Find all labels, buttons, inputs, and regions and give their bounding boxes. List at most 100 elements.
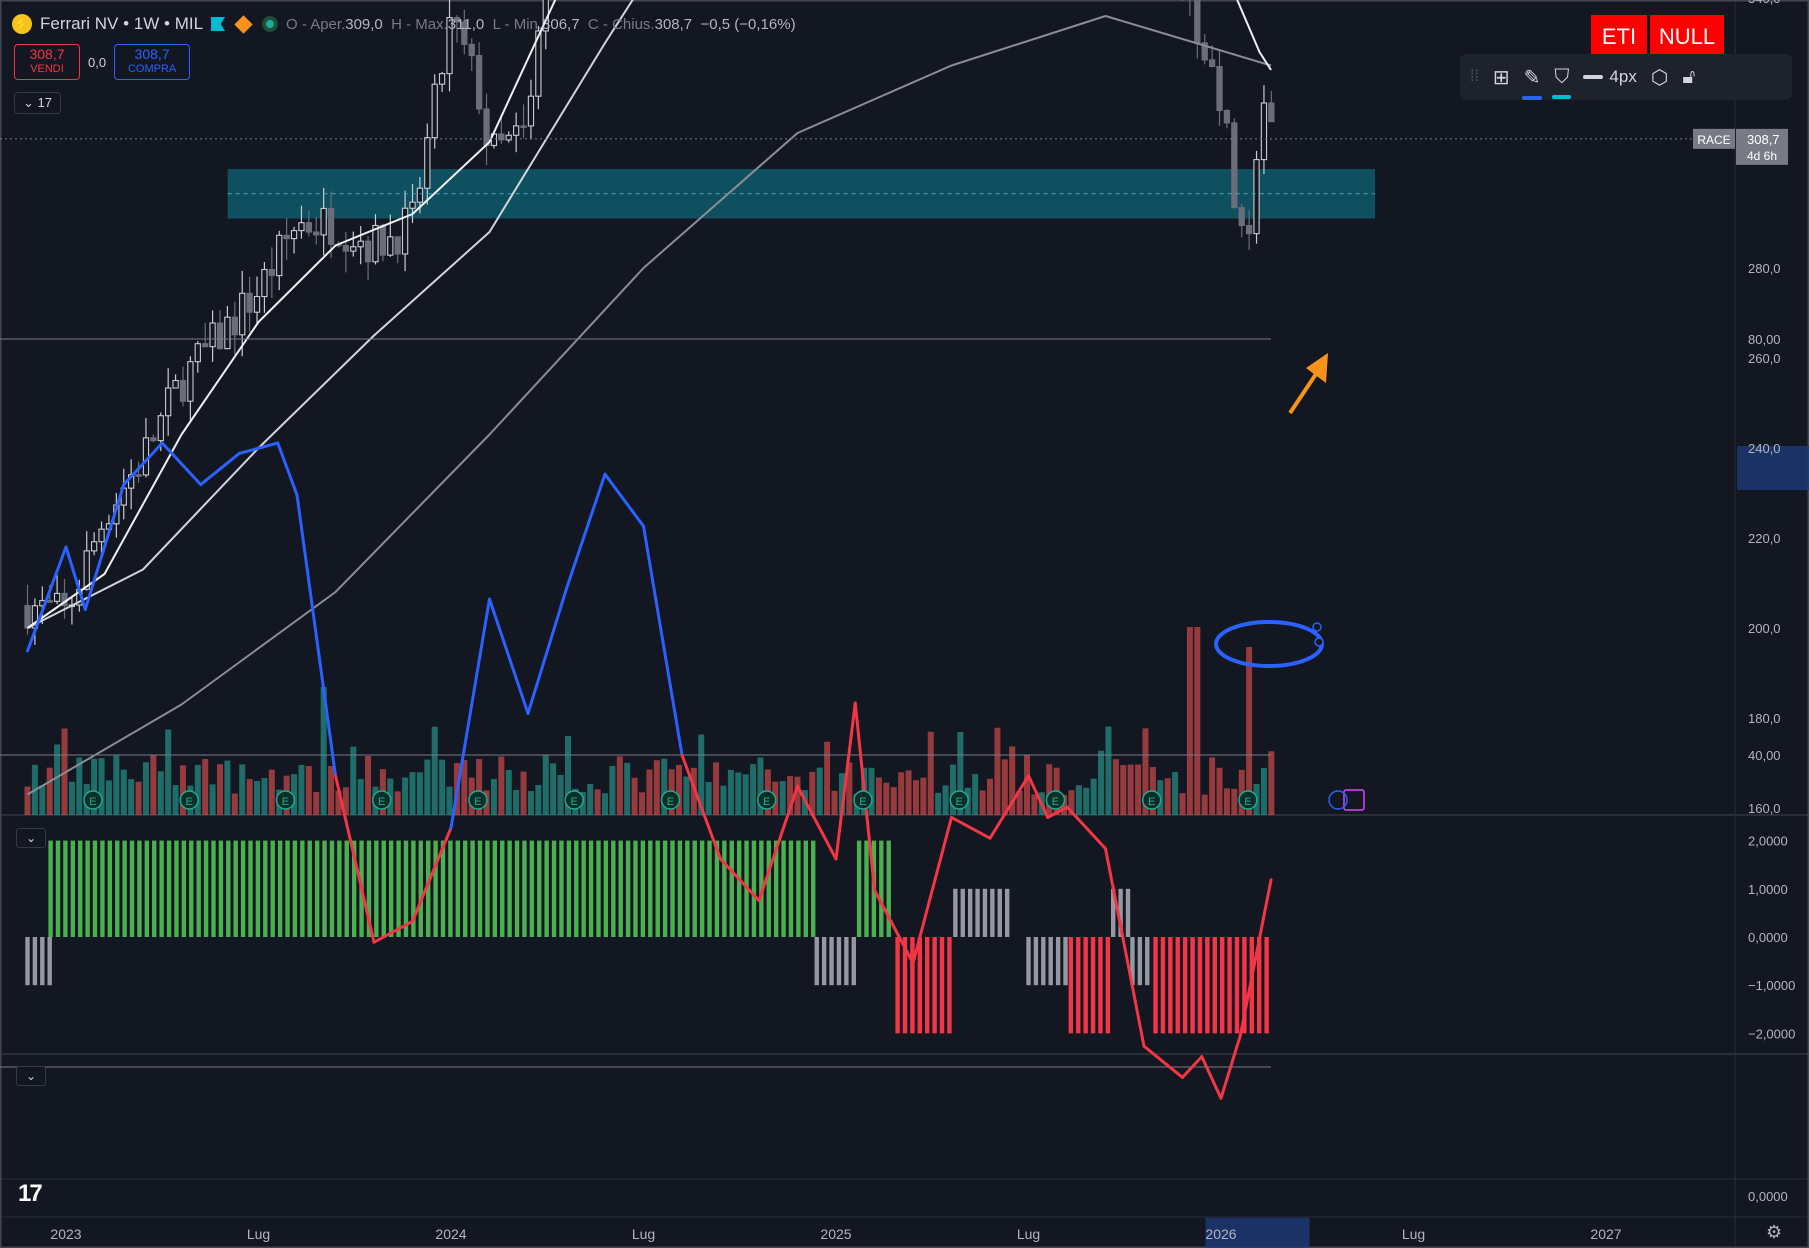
add-object-icon[interactable]: ⊞ (1492, 66, 1510, 89)
price-candle (1253, 159, 1260, 235)
pencil-icon[interactable]: ✎ (1521, 66, 1543, 100)
ma-slow-line (26, 15, 1272, 796)
oscillator-bar (640, 840, 646, 937)
volume-bar (912, 780, 919, 815)
oscillator-bar (47, 937, 52, 986)
oscillator-bar (902, 937, 908, 1034)
volume-bar (639, 792, 646, 815)
price-candle (1231, 122, 1238, 209)
rsi-segment (834, 701, 857, 861)
volume-bar (1061, 794, 1068, 815)
diamond-icon[interactable] (234, 14, 253, 34)
oscillator-bar (85, 840, 90, 937)
volume-bar (698, 734, 705, 815)
price-axis-label: 260,0 (1748, 351, 1781, 366)
volume-bar (1068, 790, 1075, 815)
earnings-marker-icon (853, 790, 873, 810)
earnings-marker-letter: E (667, 796, 674, 808)
price-candle (290, 230, 298, 240)
fill-bucket-icon[interactable]: ⛉ (1552, 65, 1572, 99)
oscillator-bar (1111, 888, 1116, 937)
price-candle (246, 292, 253, 313)
oscillator-bar (522, 840, 527, 937)
dividend-marker-icon (1328, 790, 1348, 810)
oscillator-bar (939, 937, 945, 1034)
oscillator-bar (70, 840, 76, 937)
sell-button[interactable]: 308,7 VENDI (14, 44, 80, 80)
oscillator-bar (1257, 937, 1262, 1034)
volume-bar (461, 760, 468, 815)
volume-bar (794, 776, 801, 815)
price-candle (527, 95, 535, 127)
rsi-segment (1238, 878, 1273, 1038)
volume-bar (1179, 793, 1186, 815)
oscillator-bar (388, 840, 394, 937)
time-axis-label: 2026 (1205, 1226, 1236, 1242)
oscillator-bar (685, 840, 690, 937)
price-candle (498, 133, 505, 141)
line-width-button[interactable]: 4px (1583, 67, 1637, 87)
legend-header: ⚡ Ferrari NV • 1W • MIL O - Aper.309,0 H… (12, 12, 796, 36)
rsi-segment (488, 597, 530, 715)
oscillator-bar (1137, 937, 1143, 986)
rsi-segment (1200, 1055, 1223, 1100)
volume-bar (594, 789, 601, 815)
buy-button[interactable]: 308,7 COMPRA (114, 44, 191, 80)
ferrari-logo-icon: ⚡ (12, 14, 32, 34)
lock-icon[interactable]: 🔓︎ (1682, 65, 1696, 88)
oscillator-collapse-button[interactable]: ⌄ (16, 828, 46, 848)
oscillator-bar (337, 840, 342, 937)
volume-bar (1090, 778, 1097, 815)
volume-bar (157, 771, 164, 815)
time-axis-label: Lug (247, 1226, 270, 1242)
oscillator-bar (1168, 937, 1173, 1034)
volume-bar (1231, 788, 1238, 815)
volume-bar (727, 769, 734, 815)
symbol-title[interactable]: Ferrari NV • 1W • MIL (40, 14, 204, 33)
settings-hexagon-icon[interactable]: ⬡ (1650, 66, 1669, 89)
price-axis-label: 180,0 (1748, 711, 1781, 726)
volume-bar (1164, 778, 1171, 815)
volume-bar (1046, 764, 1053, 815)
orange-arrow-line (1288, 366, 1322, 415)
indicators-toggle[interactable]: ⌄ 17 (14, 92, 61, 114)
volume-bar (816, 767, 823, 815)
tradingview-logo-icon[interactable]: 17 (18, 1180, 43, 1207)
drag-handle-icon[interactable]: ⁞⁞ (1470, 68, 1479, 85)
volume-bar (735, 772, 742, 815)
volume-bar (1238, 769, 1245, 815)
price-candle (520, 125, 527, 128)
volume-bar (1098, 750, 1105, 815)
oscillator-bar (603, 840, 609, 937)
oscillator-bar (975, 888, 980, 937)
rsi-segment (1219, 1034, 1242, 1100)
price-candle (394, 236, 401, 255)
gear-icon[interactable]: ⚙ (1766, 1222, 1783, 1242)
rsi-axis-label: 40,00 (1748, 748, 1781, 763)
oscillator-bar (470, 840, 475, 937)
oscillator-bar (692, 840, 697, 937)
price-candle (387, 236, 394, 256)
volume-bar (1246, 647, 1253, 815)
volume-bar (1135, 764, 1142, 815)
oscillator-bar (1234, 937, 1240, 1034)
oscillator-bar (40, 937, 45, 986)
volume-bar (883, 782, 890, 815)
rsi-collapse-button[interactable]: ⌄ (16, 1066, 46, 1086)
rsi-segment (911, 815, 953, 965)
oscillator-bar (803, 840, 808, 937)
volume-bar (128, 779, 135, 815)
oscillator-bar (1083, 937, 1088, 1034)
flag-icon[interactable] (211, 17, 226, 31)
oscillator-bar (1026, 937, 1031, 986)
earnings-marker-letter: E (474, 796, 481, 808)
market-status-icon[interactable] (262, 16, 279, 32)
ellipse-handle (1314, 637, 1324, 647)
oscillator-bar (618, 840, 623, 937)
trade-panel: 308,7 VENDI 0,0 308,7 COMPRA (14, 44, 191, 80)
volume-bar (202, 758, 209, 815)
oscillator-axis-label: 1,0000 (1748, 882, 1788, 897)
oscillator-bar (611, 840, 616, 937)
oscillator-bar (566, 840, 572, 937)
